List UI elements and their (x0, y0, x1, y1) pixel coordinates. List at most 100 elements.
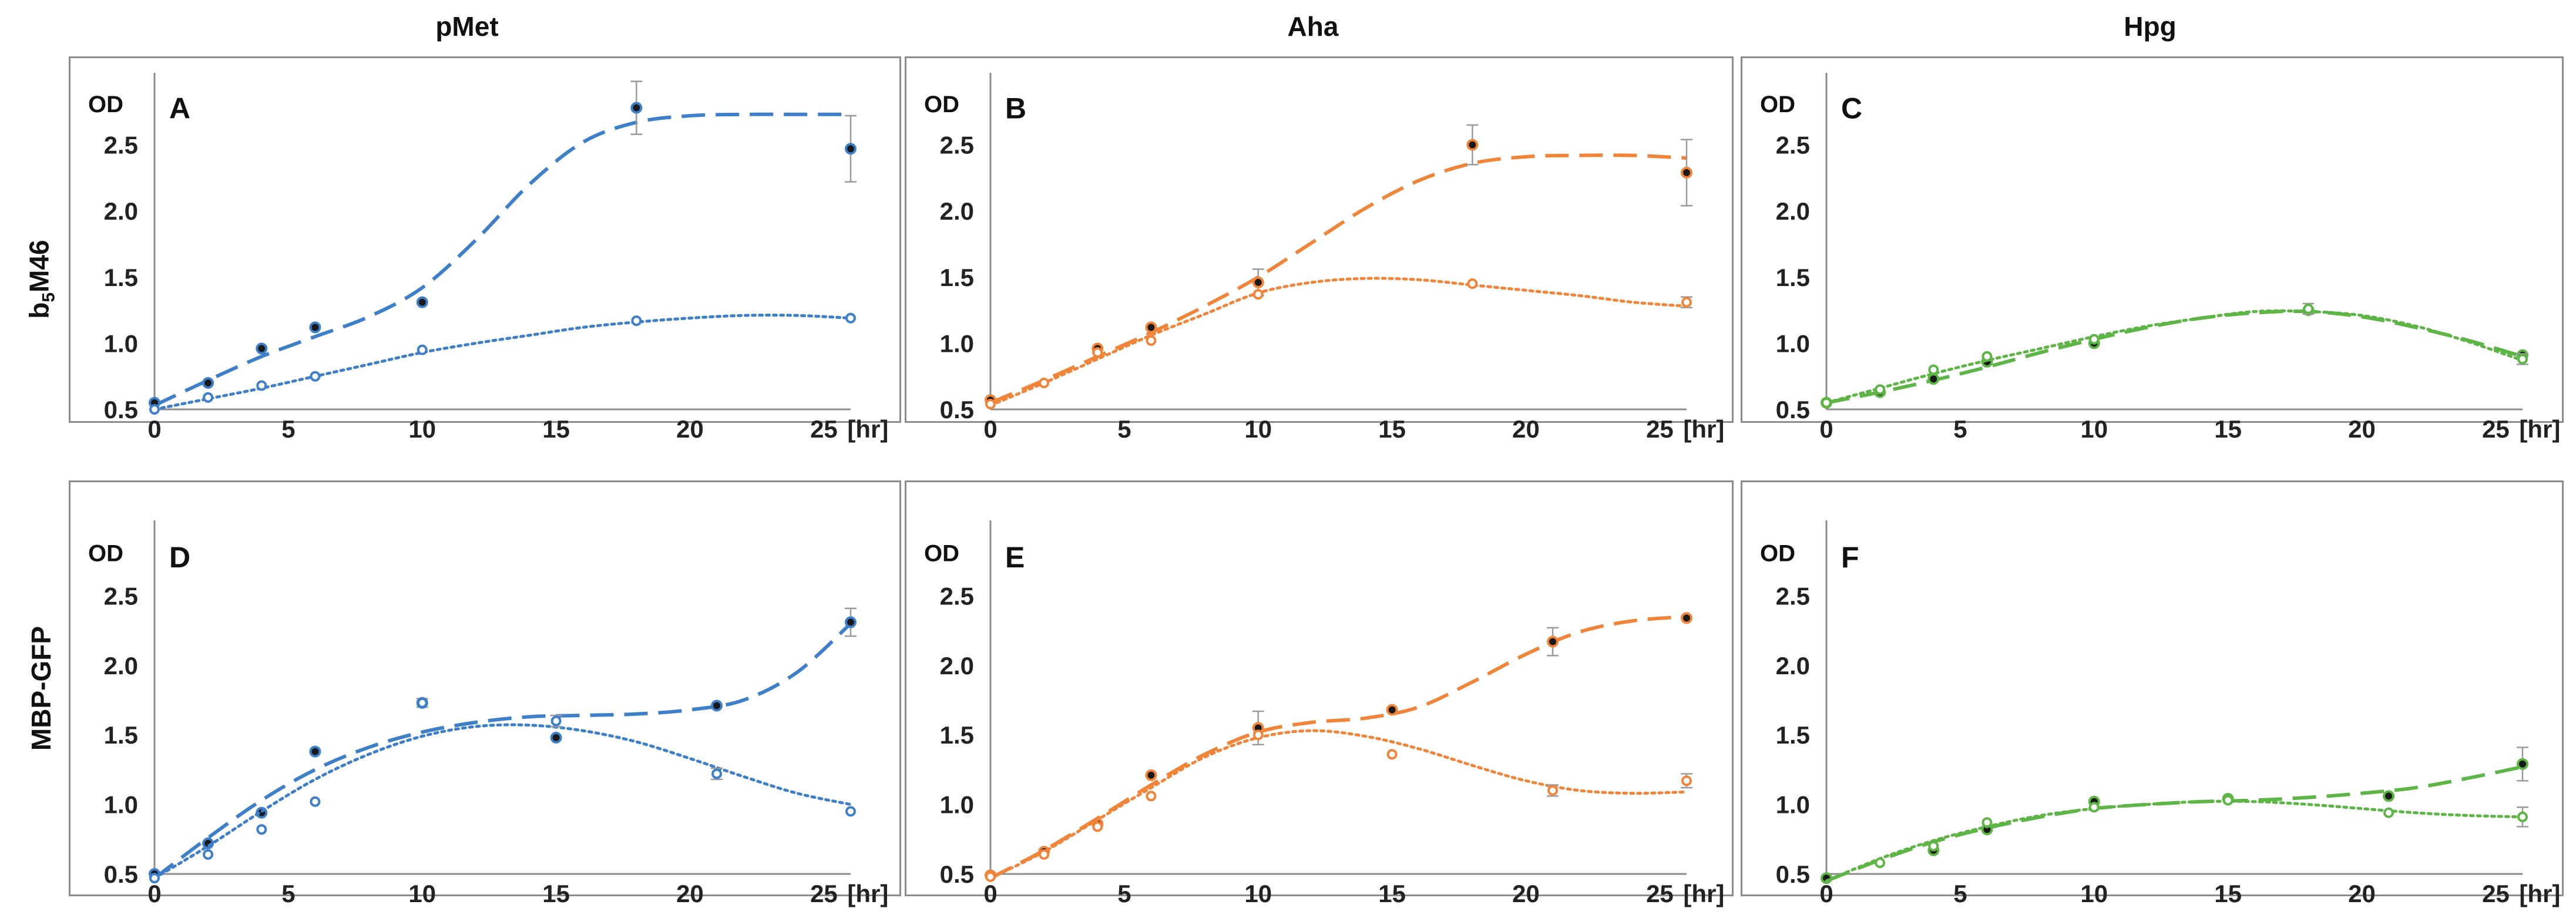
data-point-a-dotted (203, 392, 214, 403)
data-point-f-dashed (2383, 790, 2395, 802)
x-tick-label-b: 0 (983, 415, 997, 443)
x-tick-label-a: 10 (408, 415, 436, 443)
data-point-e-dashed (1681, 612, 1692, 624)
panel-letter-e: E (1005, 541, 1025, 574)
chart-d: OD D 0.5 1.0 1.5 2.0 2.5 0 5 10 15 20 25 [hr] (88, 520, 888, 907)
data-point-c-dotted (2303, 303, 2314, 314)
data-point-d-dashed (845, 616, 857, 628)
x-tick-label-a: 5 (281, 415, 295, 443)
x-tick-label-d: 15 (542, 880, 570, 907)
x-tick-label-f: 10 (2080, 880, 2108, 907)
data-point-e-dashed (1547, 635, 1559, 648)
y-tick-label-c: 2.5 (1776, 132, 1810, 159)
x-tick-label-a: 15 (542, 415, 570, 443)
data-point-d-dotted (256, 824, 267, 835)
column-title-aha: Aha (1287, 11, 1339, 42)
panel-e: OD E 0.5 1.0 1.5 2.0 2.5 0 5 10 15 20 25 [hr] (905, 480, 1734, 907)
y-label-e: OD (924, 540, 959, 566)
y-tick-label-b: 0.5 (940, 396, 974, 423)
x-unit-label-c: [hr] (2519, 415, 2560, 443)
data-point-a-dotted (631, 315, 642, 327)
x-tick-label-b: 20 (1512, 415, 1540, 443)
y-tick-label-c: 1.0 (1776, 329, 1810, 357)
data-point-d-dotted (711, 768, 723, 779)
data-point-c-dotted (2088, 334, 2100, 345)
x-tick-label-c: 5 (1953, 415, 1967, 443)
y-tick-label-c: 1.5 (1776, 264, 1810, 291)
x-tick-label-b: 15 (1378, 415, 1406, 443)
x-tick-label-d: 10 (408, 880, 436, 907)
series-line-a-dashed (153, 112, 851, 407)
data-point-d-dotted (310, 796, 321, 807)
chart-c: OD C 0.5 1.0 1.5 2.0 2.5 0 5 10 15 20 25 [hr] (1760, 73, 2560, 443)
panel-a: OD A 0.5 1.0 1.5 2.0 2.5 0 5 10 15 20 25 [hr] (69, 56, 901, 443)
data-point-d-dashed (309, 745, 321, 758)
x-tick-label-d: 0 (147, 880, 161, 907)
data-point-e-dotted (985, 871, 996, 882)
data-point-b-dashed (1252, 276, 1264, 288)
x-tick-label-c: 20 (2348, 415, 2376, 443)
x-tick-label-c: 0 (1819, 415, 1833, 443)
x-tick-label-b: 5 (1117, 415, 1131, 443)
data-point-d-dashed (550, 731, 562, 744)
data-point-a-dashed (202, 376, 214, 389)
y-label-d: OD (88, 540, 123, 566)
series-line-c-dotted (1825, 309, 2524, 405)
panel-letter-a: A (169, 92, 190, 125)
x-tick-label-e: 25 (1646, 880, 1674, 907)
x-tick-label-f: 5 (1953, 880, 1967, 907)
data-point-e-dashed (1145, 769, 1157, 781)
data-point-e-dotted (1547, 785, 1559, 796)
y-tick-label-b: 2.0 (940, 197, 974, 225)
chart-a: OD A 0.5 1.0 1.5 2.0 2.5 0 5 10 15 20 25 [hr] (88, 73, 888, 443)
panel-letter-d: D (169, 541, 190, 574)
y-tick-label-d: 1.5 (104, 721, 138, 749)
y-tick-label-c: 0.5 (1776, 396, 1810, 423)
series-line-e-dashed (989, 614, 1687, 880)
x-tick-label-a: 25 (810, 415, 838, 443)
data-point-f-dotted (2517, 811, 2528, 822)
data-point-d-dotted (417, 697, 428, 708)
y-tick-label-f: 0.5 (1776, 860, 1810, 888)
x-tick-label-e: 15 (1378, 880, 1406, 907)
data-point-a-dotted (845, 312, 856, 324)
y-tick-label-f: 1.0 (1776, 791, 1810, 819)
series-line-f-dotted (1825, 799, 2524, 883)
panel-c: OD C 0.5 1.0 1.5 2.0 2.5 0 5 10 15 20 25 [hr] (1741, 56, 2564, 443)
y-tick-label-a: 2.5 (104, 132, 138, 159)
x-tick-label-c: 15 (2214, 415, 2242, 443)
data-point-b-dotted (1252, 289, 1264, 300)
y-label-f: OD (1760, 540, 1795, 566)
y-tick-label-d: 2.0 (104, 652, 138, 680)
row-label-b5m46-sub: 5 (39, 292, 59, 302)
chart-e: OD E 0.5 1.0 1.5 2.0 2.5 0 5 10 15 20 25 [hr] (924, 520, 1724, 907)
y-tick-label-d: 1.0 (104, 791, 138, 819)
panel-letter-c: C (1841, 92, 1862, 125)
data-point-e-dashed (1386, 704, 1398, 716)
data-point-a-dashed (416, 296, 428, 308)
row-label-b5m46-main: b (23, 302, 55, 319)
row-label-mbp-gfp-text: MBP-GFP (26, 626, 56, 751)
x-tick-label-e: 5 (1117, 880, 1131, 907)
data-point-b-dashed (1145, 321, 1157, 334)
data-point-c-dotted (1875, 384, 1886, 395)
y-tick-label-b: 2.5 (940, 132, 974, 159)
x-unit-label-f: [hr] (2519, 880, 2560, 907)
data-point-f-dotted (2088, 802, 2100, 813)
panel-letter-f: F (1841, 541, 1859, 574)
data-point-c-dotted (2517, 354, 2528, 365)
data-point-e-dotted (1386, 749, 1398, 760)
y-tick-label-e: 2.0 (940, 652, 974, 680)
x-tick-label-f: 0 (1819, 880, 1833, 907)
x-tick-label-e: 10 (1244, 880, 1272, 907)
data-point-c-dotted (1928, 364, 1939, 375)
series-line-b-dotted (989, 277, 1688, 407)
y-tick-label-e: 1.0 (940, 791, 974, 819)
x-tick-label-e: 20 (1512, 880, 1540, 907)
data-point-f-dotted (2383, 807, 2394, 818)
data-point-c-dotted (1981, 351, 1993, 362)
data-point-a-dashed (309, 321, 321, 334)
data-point-e-dotted (1252, 729, 1264, 741)
y-tick-label-e: 2.5 (940, 582, 974, 610)
x-tick-label-c: 25 (2482, 415, 2510, 443)
